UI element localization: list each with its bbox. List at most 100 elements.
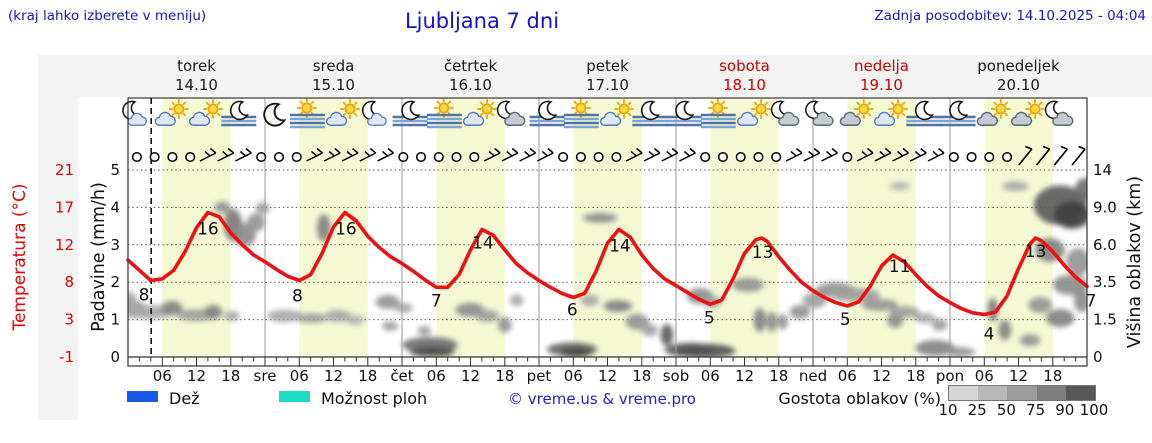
svg-text:sob: sob [663,367,690,385]
cloud-density-tick-label: 75 [1026,401,1046,419]
day-name: sreda [313,57,355,75]
wind-barb-icon [909,147,927,162]
day-date: 20.10 [997,76,1040,94]
weather-icons-row [122,98,1074,129]
moon-cloud-icon [122,100,148,126]
wind-barb-icon [501,147,519,162]
svg-text:16: 16 [197,220,219,240]
svg-text:11: 11 [889,257,911,277]
calm-wind-icon [451,151,462,163]
sun-graycloud-icon [839,99,874,126]
strong-wind-barb-icon [1035,145,1051,166]
strong-wind-barb-icon [1071,145,1086,166]
last-update-label: Zadnja posodobitev: 14.10.2025 - 04:04 [874,8,1146,24]
cloud-density-swatch [978,386,1008,400]
svg-text:3.5: 3.5 [1093,273,1117,291]
fog-sun-icon [563,98,599,129]
calm-wind-icon [575,151,586,163]
svg-text:čet: čet [390,367,413,385]
svg-text:13: 13 [752,243,774,263]
svg-text:1: 1 [110,311,120,329]
moon-cloud-icon [361,100,387,126]
day-date: 18.10 [723,76,766,94]
calm-wind-icon [291,151,302,163]
moon-fog-icon [940,100,976,127]
svg-text:18: 18 [221,367,240,385]
calm-wind-icon [593,151,604,163]
temperature-axis-ticks: 21 17 12 8 3 -1 [55,161,74,366]
moon-fog-icon [666,100,702,127]
cloud-density-gradient-bar [948,385,1096,401]
svg-text:18: 18 [906,367,925,385]
svg-text:14: 14 [609,237,631,257]
day-name: sobota [719,57,770,75]
svg-text:06: 06 [290,367,309,385]
strong-wind-barb-icon [1018,145,1033,166]
calm-wind-icon [256,151,267,163]
sun-cloud-icon [736,99,771,126]
menu-hint-note: (kraj lahko izberete v meniju) [8,8,207,24]
svg-text:3: 3 [110,236,120,254]
calm-wind-icon [167,151,178,163]
moon-icon [263,102,287,127]
svg-text:4: 4 [110,198,120,216]
svg-text:06: 06 [564,367,583,385]
svg-text:pet: pet [527,367,552,385]
wind-barb-icon [341,147,359,162]
wind-barb-icon [821,147,838,162]
moon-fog-icon [632,100,668,127]
svg-text:17: 17 [55,198,74,216]
svg-text:8: 8 [64,273,74,291]
copyright-link[interactable]: © vreme.us & vreme.pro [508,390,696,408]
day-date: 19.10 [860,76,903,94]
svg-text:18: 18 [632,367,651,385]
wind-barb-icon [856,147,874,162]
wind-barb-icon [483,147,501,162]
day-name: nedelja [854,57,909,75]
wind-barb-icon [625,147,643,162]
svg-text:12: 12 [187,367,206,385]
sun-cloud-icon [873,99,908,126]
svg-text:12: 12 [872,367,891,385]
precipitation-axis-ticks: 5 4 3 2 1 0 [110,161,120,366]
sun-graycloud-icon [976,99,1011,126]
calm-wind-icon [558,151,569,163]
wind-barb-icon [785,147,803,162]
cloud-density-legend-label: Gostota oblakov (%) [778,389,941,408]
day-boundary-lines [264,98,951,357]
daylight-band [573,98,642,357]
page-title: Ljubljana 7 dni [404,9,560,33]
daylight-band [710,98,779,357]
sun-cloud-icon [154,99,189,126]
svg-text:06: 06 [975,367,994,385]
svg-text:12: 12 [598,367,617,385]
cloud-height-axis-ticks: 14 9.0 6.0 3.5 1.5 0 [1093,161,1117,366]
wind-barb-icon [323,147,341,162]
wind-barb-icon [892,147,909,162]
calm-wind-icon [735,151,746,163]
calm-wind-icon [131,151,142,163]
wind-barb-icon [306,147,323,162]
fog-sun-icon [426,98,462,129]
svg-text:5: 5 [840,310,851,330]
strong-wind-barb-icon [1053,145,1069,166]
moon-fog-icon [221,100,257,127]
svg-text:5: 5 [704,308,715,328]
moon-fog-icon [392,100,428,127]
svg-text:7: 7 [1086,291,1097,311]
calm-wind-icon [753,151,764,163]
wind-symbols-row [131,145,1086,166]
svg-text:-1: -1 [59,348,74,366]
wind-barb-icon [874,147,892,162]
svg-text:12: 12 [735,367,754,385]
svg-text:0: 0 [1093,348,1103,366]
day-date: 16.10 [449,76,492,94]
svg-text:12: 12 [461,367,480,385]
wind-barb-icon [377,147,394,162]
svg-text:14: 14 [472,234,494,254]
cloud-density-swatch [949,386,979,400]
day-date: 17.10 [586,76,629,94]
svg-text:7: 7 [431,291,442,311]
wind-barb-icon [235,147,252,162]
